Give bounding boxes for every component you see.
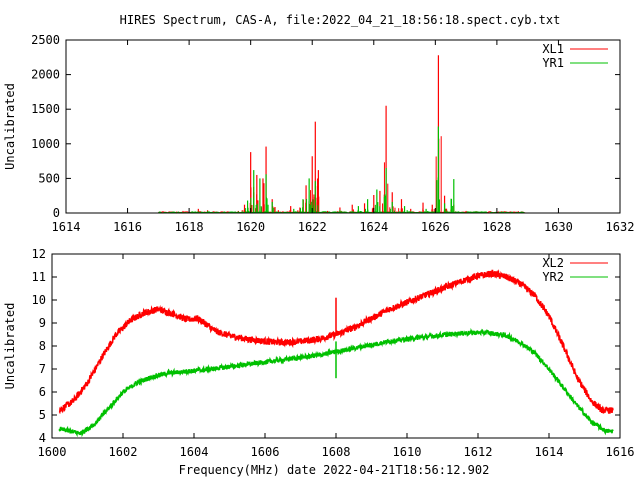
x-tick-label-9: 1632 bbox=[606, 220, 635, 234]
x-axis-label: Frequency(MHz) date 2022-04-21T18:56:12.… bbox=[179, 463, 490, 477]
legend-label-xl1: XL1 bbox=[542, 42, 564, 56]
y-tick-label-3: 1500 bbox=[31, 102, 60, 116]
x-tick-label-1: 1616 bbox=[113, 220, 142, 234]
y-tick-label-8: 12 bbox=[32, 247, 46, 261]
x-tick-label-3: 1606 bbox=[251, 445, 280, 459]
x-tick-label-8: 1630 bbox=[544, 220, 573, 234]
x-tick-label-2: 1618 bbox=[175, 220, 204, 234]
legend-label-xl2: XL2 bbox=[542, 256, 564, 270]
x-tick-label-2: 1604 bbox=[180, 445, 209, 459]
x-tick-label-0: 1600 bbox=[38, 445, 67, 459]
x-tick-label-4: 1622 bbox=[298, 220, 327, 234]
x-tick-label-6: 1612 bbox=[464, 445, 493, 459]
figure-title: HIRES Spectrum, CAS-A, file:2022_04_21_1… bbox=[120, 13, 561, 27]
x-tick-label-6: 1626 bbox=[421, 220, 450, 234]
y-tick-label-1: 500 bbox=[38, 171, 60, 185]
x-tick-label-5: 1610 bbox=[393, 445, 422, 459]
y-axis-label: Uncalibrated bbox=[3, 83, 17, 170]
lower-plot: 1600 1602 1604 1606 1608 1610 1612 1614 1616 4 5 6 7… bbox=[3, 247, 634, 459]
x-tick-label-1: 1602 bbox=[109, 445, 138, 459]
y-tick-label-4: 2000 bbox=[31, 68, 60, 82]
x-tick-label-3: 1620 bbox=[236, 220, 265, 234]
y-axis-label: Uncalibrated bbox=[3, 303, 17, 390]
x-tick-label-4: 1608 bbox=[322, 445, 351, 459]
y-tick-label-1: 5 bbox=[39, 408, 46, 422]
y-tick-label-4: 8 bbox=[39, 339, 46, 353]
y-tick-label-2: 6 bbox=[39, 385, 46, 399]
y-tick-label-2: 1000 bbox=[31, 137, 60, 151]
y-tick-label-5: 9 bbox=[39, 316, 46, 330]
plot-frame bbox=[65, 39, 621, 214]
legend-label-yr1: YR1 bbox=[542, 56, 564, 70]
x-tick-label-0: 1614 bbox=[52, 220, 81, 234]
y-tick-label-6: 10 bbox=[32, 293, 46, 307]
y-tick-label-0: 4 bbox=[39, 431, 46, 445]
x-tick-label-7: 1628 bbox=[482, 220, 511, 234]
y-tick-label-3: 7 bbox=[39, 362, 46, 376]
y-tick-label-7: 11 bbox=[32, 270, 46, 284]
y-tick-label-5: 2500 bbox=[31, 33, 60, 47]
x-tick-label-7: 1614 bbox=[535, 445, 564, 459]
x-tick-label-5: 1624 bbox=[359, 220, 388, 234]
y-tick-label-0: 0 bbox=[53, 206, 60, 220]
series-xl2 bbox=[58, 269, 614, 414]
series-yr2 bbox=[58, 327, 614, 438]
legend-label-yr2: YR2 bbox=[542, 270, 564, 284]
x-tick-label-8: 1616 bbox=[606, 445, 635, 459]
upper-plot: 1614 1616 1618 1620 1622 1624 1626 1628 1630 1632… bbox=[3, 33, 634, 234]
